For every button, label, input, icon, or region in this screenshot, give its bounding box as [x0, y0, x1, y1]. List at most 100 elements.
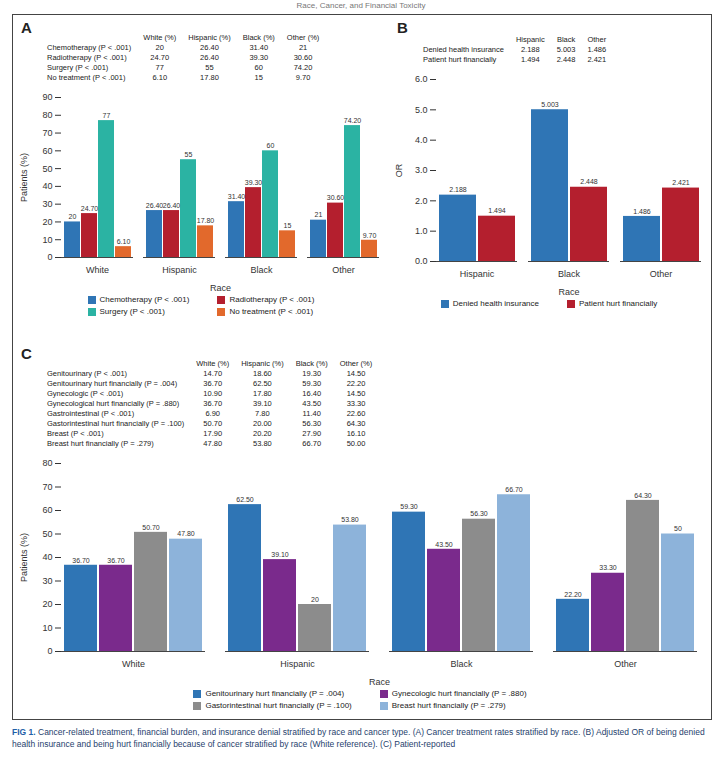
svg-text:6.10: 6.10 — [117, 238, 131, 245]
html-text:C: C — [21, 345, 32, 362]
html-text:Chemotherapy (P < .001): Chemotherapy (P < .001) — [47, 43, 132, 52]
svg-text:Other: Other — [614, 659, 637, 669]
html-text:FIG 1. Cancer-related treatmen: FIG 1. Cancer-related treatment, financi… — [12, 727, 705, 749]
svg-text:5.003: 5.003 — [541, 101, 559, 108]
svg-text:80: 80 — [42, 458, 52, 468]
svg-text:3.0: 3.0 — [415, 165, 428, 175]
html-text:30.60: 30.60 — [293, 53, 313, 62]
svg-text:4.0: 4.0 — [415, 135, 428, 145]
html-text:A: A — [21, 19, 32, 36]
svg-text:2.448: 2.448 — [580, 178, 598, 185]
svg-text:17.80: 17.80 — [197, 217, 215, 224]
html-text:24.70: 24.70 — [150, 53, 170, 62]
svg-text:2.421: 2.421 — [672, 179, 690, 186]
html-text:20: 20 — [155, 43, 164, 52]
svg-text:26.40: 26.40 — [146, 202, 164, 209]
svg-text:Other: Other — [332, 265, 355, 275]
svg-text:Race: Race — [558, 287, 579, 297]
svg-text:White: White — [86, 265, 109, 275]
svg-text:77: 77 — [103, 112, 111, 119]
svg-text:39.30: 39.30 — [245, 179, 263, 186]
svg-text:1.486: 1.486 — [633, 208, 651, 215]
svg-text:0.0: 0.0 — [415, 256, 428, 266]
svg-text:21: 21 — [315, 211, 323, 218]
svg-text:Hispanic: Hispanic — [162, 265, 197, 275]
svg-text:47.80: 47.80 — [177, 530, 195, 537]
svg-text:20: 20 — [42, 217, 52, 227]
svg-text:10: 10 — [42, 235, 52, 245]
svg-text:10: 10 — [42, 623, 52, 633]
svg-text:50: 50 — [42, 163, 52, 173]
svg-text:60: 60 — [267, 142, 275, 149]
svg-text:Hispanic: Hispanic — [460, 269, 495, 279]
svg-text:White: White — [122, 659, 145, 669]
svg-text:40: 40 — [42, 552, 52, 562]
svg-text:39.10: 39.10 — [271, 551, 289, 558]
svg-text:36.70: 36.70 — [72, 556, 90, 563]
svg-text:Black: Black — [558, 269, 581, 279]
svg-text:70: 70 — [42, 482, 52, 492]
svg-text:30: 30 — [42, 576, 52, 586]
svg-text:Patients (%): Patients (%) — [19, 533, 29, 582]
svg-text:59.30: 59.30 — [400, 503, 418, 510]
svg-text:80: 80 — [42, 110, 52, 120]
svg-text:5.0: 5.0 — [415, 105, 428, 115]
html-text:39.30: 39.30 — [249, 53, 269, 62]
svg-text:26.40: 26.40 — [163, 202, 181, 209]
svg-text:30.60: 30.60 — [327, 194, 345, 201]
html-text:Hispanic (%): Hispanic (%) — [188, 33, 231, 42]
svg-text:43.50: 43.50 — [435, 541, 453, 548]
svg-text:74.20: 74.20 — [344, 117, 362, 124]
svg-text:36.70: 36.70 — [107, 556, 125, 563]
svg-text:Race: Race — [210, 283, 231, 293]
svg-text:6.0: 6.0 — [415, 74, 428, 84]
svg-text:70: 70 — [42, 128, 52, 138]
html-text:Other (%): Other (%) — [286, 33, 320, 42]
svg-text:OR: OR — [394, 163, 404, 177]
svg-text:Race: Race — [369, 677, 390, 687]
svg-text:Other: Other — [650, 269, 673, 279]
svg-text:Black: Black — [450, 659, 473, 669]
svg-text:2.0: 2.0 — [415, 196, 428, 206]
html-text:Radiotherapy (P < .001): Radiotherapy (P < .001) — [47, 53, 127, 62]
svg-text:64.30: 64.30 — [634, 492, 652, 499]
svg-text:2.188: 2.188 — [449, 186, 467, 193]
svg-text:66.70: 66.70 — [505, 486, 523, 493]
svg-text:50: 50 — [42, 529, 52, 539]
svg-text:1.494: 1.494 — [488, 207, 506, 214]
svg-text:Patients (%): Patients (%) — [19, 153, 29, 202]
html-text:21: 21 — [298, 43, 308, 52]
svg-text:50.70: 50.70 — [142, 524, 160, 531]
svg-text:Black: Black — [250, 265, 273, 275]
svg-text:Hispanic: Hispanic — [280, 659, 315, 669]
html-text:31.40: 31.40 — [249, 43, 269, 52]
svg-text:20: 20 — [42, 599, 52, 609]
svg-text:60: 60 — [42, 505, 52, 515]
svg-text:31.40: 31.40 — [228, 193, 246, 200]
html-text:White (%): White (%) — [143, 33, 177, 42]
svg-text:53.80: 53.80 — [341, 516, 359, 523]
svg-text:1.0: 1.0 — [415, 226, 428, 236]
svg-text:30: 30 — [42, 199, 52, 209]
svg-text:55: 55 — [185, 151, 193, 158]
svg-text:50: 50 — [674, 525, 682, 532]
svg-text:24.70: 24.70 — [81, 205, 99, 212]
html-text:Race, Cancer, and Financial To: Race, Cancer, and Financial Toxicity — [296, 1, 426, 10]
svg-text:22.20: 22.20 — [564, 591, 582, 598]
svg-text:33.30: 33.30 — [599, 564, 617, 571]
svg-text:20: 20 — [69, 213, 77, 220]
html-text:Black (%): Black (%) — [242, 33, 275, 42]
html-text:26.40: 26.40 — [200, 53, 219, 62]
html-text:26.40: 26.40 — [200, 43, 219, 52]
svg-text:62.50: 62.50 — [236, 496, 254, 503]
svg-text:90: 90 — [42, 92, 52, 102]
svg-text:15: 15 — [284, 222, 292, 229]
svg-text:20: 20 — [311, 596, 319, 603]
svg-text:9.70: 9.70 — [363, 231, 377, 238]
svg-text:60: 60 — [42, 146, 52, 156]
html-text:B: B — [397, 19, 408, 36]
svg-text:0: 0 — [47, 646, 52, 656]
svg-text:40: 40 — [42, 181, 52, 191]
svg-text:0: 0 — [47, 252, 52, 262]
svg-text:56.30: 56.30 — [470, 510, 488, 517]
